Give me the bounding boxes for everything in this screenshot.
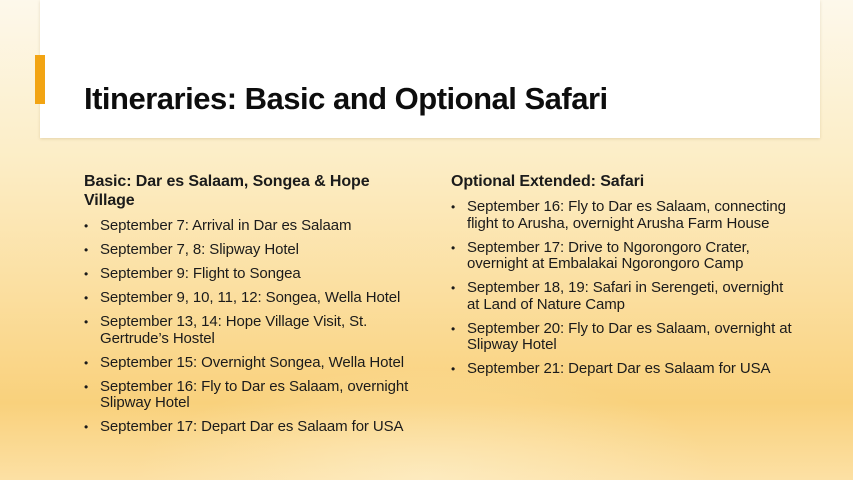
list-item: • September 21: Depart Dar es Salaam for…	[451, 360, 795, 378]
bullet-icon: •	[84, 420, 89, 434]
list-item: • September 7: Arrival in Dar es Salaam	[84, 217, 420, 235]
bullet-text: September 9, 10, 11, 12: Songea, Wella H…	[100, 289, 401, 306]
bullet-icon: •	[84, 291, 89, 305]
bullet-text: September 7: Arrival in Dar es Salaam	[100, 217, 352, 234]
list-item: • September 9: Flight to Songea	[84, 265, 420, 283]
bullet-icon: •	[451, 200, 456, 214]
bullet-text: September 16: Fly to Dar es Salaam, over…	[100, 377, 409, 411]
bullet-text: September 7, 8: Slipway Hotel	[100, 241, 299, 258]
accent-bar	[35, 55, 45, 104]
bullet-list-optional: • September 16: Fly to Dar es Salaam, co…	[451, 198, 795, 378]
column-heading-basic: Basic: Dar es Salaam, Songea & Hope Vill…	[84, 173, 370, 209]
bullet-text: September 13, 14: Hope Village Visit, St…	[100, 313, 368, 347]
list-item: • September 9, 10, 11, 12: Songea, Wella…	[84, 289, 420, 307]
bullet-text: September 18, 19: Safari in Serengeti, o…	[467, 279, 784, 313]
list-item: • September 17: Depart Dar es Salaam for…	[84, 418, 420, 436]
list-item: • September 15: Overnight Songea, Wella …	[84, 353, 420, 372]
list-item: • September 20: Fly to Dar es Salaam, ov…	[451, 319, 795, 354]
bullet-text: September 20: Fly to Dar es Salaam, over…	[467, 319, 792, 353]
bullet-icon: •	[84, 355, 89, 370]
list-item: • September 7, 8: Slipway Hotel	[84, 241, 420, 259]
bullet-icon: •	[84, 243, 89, 257]
list-item: • September 18, 19: Safari in Serengeti,…	[451, 279, 795, 313]
column-basic-itinerary: Basic: Dar es Salaam, Songea & Hope Vill…	[84, 172, 420, 443]
bullet-icon: •	[84, 219, 89, 233]
list-item: • September 17: Drive to Ngorongoro Crat…	[451, 238, 795, 273]
bullet-text: September 17: Drive to Ngorongoro Crater…	[467, 238, 750, 272]
bullet-list-basic: • September 7: Arrival in Dar es Salaam …	[84, 217, 420, 436]
bullet-icon: •	[451, 240, 456, 255]
bullet-icon: •	[451, 362, 456, 376]
bullet-text: September 15: Overnight Songea, Wella Ho…	[100, 353, 404, 371]
bullet-icon: •	[84, 267, 89, 281]
title-card	[40, 0, 820, 138]
bullet-text: September 21: Depart Dar es Salaam for U…	[467, 360, 771, 377]
bullet-icon: •	[451, 321, 456, 336]
list-item: • September 16: Fly to Dar es Salaam, ov…	[84, 377, 420, 412]
list-item: • September 16: Fly to Dar es Salaam, co…	[451, 198, 795, 232]
column-optional-safari: Optional Extended: Safari • September 16…	[451, 172, 795, 443]
list-item: • September 13, 14: Hope Village Visit, …	[84, 313, 420, 347]
bullet-icon: •	[84, 315, 89, 329]
column-heading-optional: Optional Extended: Safari	[451, 173, 645, 190]
bullet-text: September 16: Fly to Dar es Salaam, conn…	[467, 198, 786, 232]
slide-title: Itineraries: Basic and Optional Safari	[84, 80, 608, 116]
bullet-icon: •	[451, 281, 456, 295]
content-columns: Basic: Dar es Salaam, Songea & Hope Vill…	[84, 172, 795, 443]
bullet-text: September 9: Flight to Songea	[100, 265, 301, 282]
bullet-text: September 17: Depart Dar es Salaam for U…	[100, 418, 404, 435]
bullet-icon: •	[84, 379, 89, 394]
